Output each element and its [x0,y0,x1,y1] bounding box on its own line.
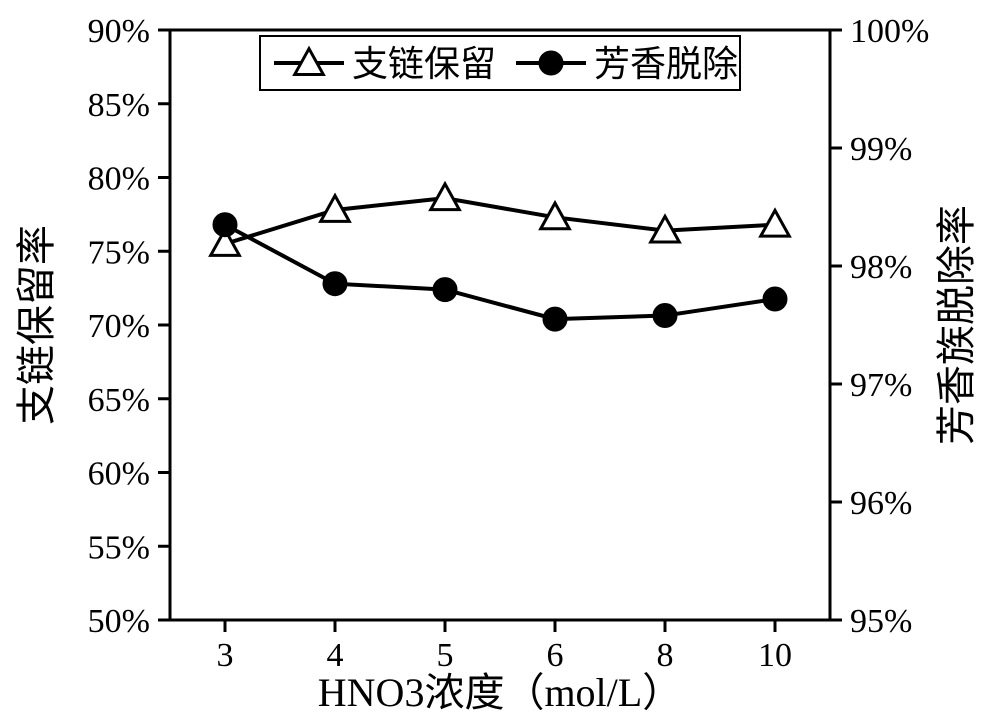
x-tick-label: 6 [547,637,564,674]
x-tick-label: 3 [217,637,234,674]
yr-tick-label: 98% [850,249,912,286]
yl-axis-title: 支链保留率 [14,225,59,425]
yr-tick-label: 95% [850,603,912,640]
x-tick-label: 10 [758,637,792,674]
chart-svg: 3 4 5 6 8 10 HNO3浓度（mol/L） 50% 55% 60% 65% 70% 75% 80… [0,0,1000,724]
yl-tick-label: 90% [88,13,150,50]
circle-marker [214,214,236,236]
circle-marker [540,52,562,74]
yl-tick-label: 60% [88,456,150,493]
legend-label: 芳香脱除 [594,44,738,84]
yr-tick-label: 99% [850,131,912,168]
circle-marker [324,273,346,295]
yr-tick-label: 97% [850,367,912,404]
triangle-marker [431,184,460,210]
yl-tick-label: 55% [88,529,150,566]
circle-marker [654,305,676,327]
series-line-0 [225,198,775,244]
yr-tick-label: 96% [850,485,912,522]
circle-marker [544,308,566,330]
yl-tick-label: 80% [88,161,150,198]
yr-axis-title: 芳香族脱除率 [934,205,979,445]
yl-tick-label: 50% [88,603,150,640]
plot-border [170,30,830,620]
series-line-1 [225,225,775,319]
circle-marker [764,288,786,310]
circle-marker [434,279,456,301]
yl-tick-label: 65% [88,382,150,419]
x-tick-label: 8 [657,637,674,674]
chart-container: 3 4 5 6 8 10 HNO3浓度（mol/L） 50% 55% 60% 65% 70% 75% 80… [0,0,1000,724]
legend-label: 支链保留 [352,44,496,84]
x-axis-title: HNO3浓度（mol/L） [318,670,682,715]
yl-tick-label: 75% [88,234,150,271]
yr-tick-label: 100% [850,13,929,50]
yl-tick-label: 70% [88,308,150,345]
x-tick-label: 5 [437,637,454,674]
yl-tick-label: 85% [88,87,150,124]
x-tick-label: 4 [327,637,344,674]
